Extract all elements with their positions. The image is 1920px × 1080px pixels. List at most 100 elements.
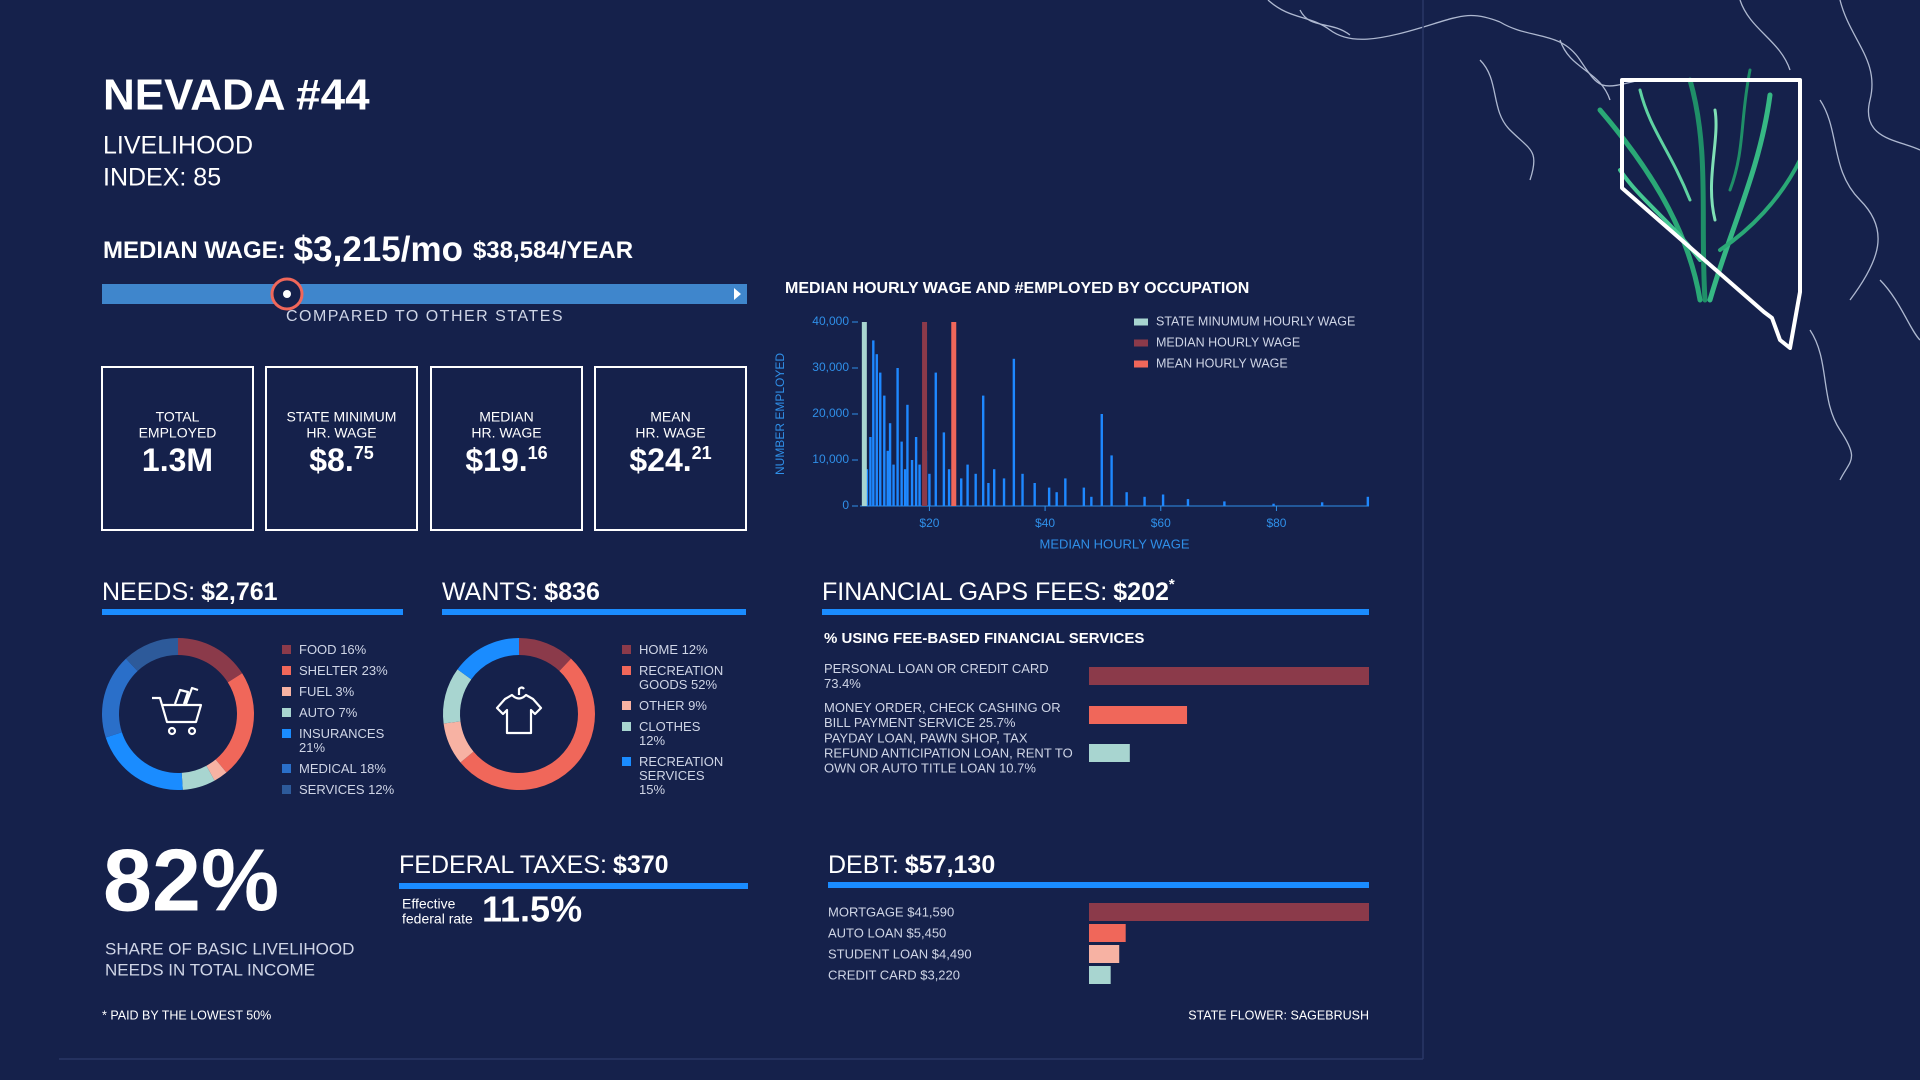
- bar: [1064, 478, 1067, 506]
- share-caption: NEEDS IN TOTAL INCOME: [105, 960, 315, 979]
- legend-value: 15%: [639, 782, 666, 797]
- stat-box: [265, 366, 418, 531]
- section-heading: DEBT: $57,130: [828, 851, 995, 879]
- donut-segment: [457, 638, 519, 680]
- heading-label: WANTS:: [442, 578, 538, 606]
- state-outline: [1620, 78, 1802, 350]
- rate-label: Effective: [402, 896, 456, 912]
- stat-value: 1.3M: [142, 442, 213, 478]
- section-heading: WANTS: $836: [442, 578, 600, 606]
- bar: [900, 441, 903, 506]
- stat-label: HR. WAGE: [635, 425, 705, 441]
- stat-label: HR. WAGE: [471, 425, 541, 441]
- bar-label: MORTGAGE $41,590: [828, 905, 1086, 920]
- wage-scale: [102, 284, 747, 304]
- legend-swatch: [282, 764, 291, 773]
- bar: [1272, 503, 1275, 506]
- legend-value: 52%: [691, 677, 718, 692]
- footnote: * PAID BY THE LOWEST 50%: [102, 1008, 271, 1022]
- x-tick-label: $20: [919, 516, 939, 530]
- legend-item: RECREATION GOODS 52%: [622, 664, 723, 692]
- reference-line: [922, 322, 928, 506]
- heading-underline: [442, 609, 746, 615]
- legend-item: CLOTHES 12%: [622, 720, 722, 748]
- x-axis-label: MEDIAN HOURLY WAGE: [1039, 536, 1189, 551]
- bar: [879, 372, 882, 506]
- legend-swatch: [1134, 339, 1148, 347]
- bar: [974, 473, 977, 506]
- heading-label: DEBT:: [828, 851, 899, 879]
- legend-item: FOOD 16%: [282, 643, 412, 657]
- legend-item: HOME 12%: [622, 643, 722, 657]
- bar: [960, 478, 963, 506]
- bar: [914, 437, 918, 506]
- legend-value: 9%: [688, 698, 707, 713]
- legend-category: HOME: [639, 642, 678, 657]
- donut-segment: [178, 638, 243, 683]
- cart-icon: [152, 686, 203, 736]
- y-tick-label: 10,000: [812, 452, 849, 466]
- x-tick-label: $40: [1035, 516, 1055, 530]
- bar: [1089, 924, 1126, 942]
- bar: [1223, 501, 1226, 506]
- legend-value: 12%: [639, 733, 666, 748]
- bar-category: PAYDAY LOAN, PAWN SHOP, TAX REFUND ANTIC…: [824, 730, 1073, 776]
- legend-item: AUTO 7%: [282, 706, 412, 720]
- y-tick-label: 20,000: [812, 406, 849, 420]
- bar: [1089, 706, 1188, 724]
- bar-category: STUDENT LOAN: [828, 946, 929, 962]
- legend-item: INSURANCES 21%: [282, 727, 412, 755]
- bar: [865, 469, 869, 506]
- bar: [1033, 483, 1036, 506]
- bar: [1186, 499, 1190, 506]
- bar: [947, 469, 951, 506]
- stat-value-main: 1.3M: [142, 442, 213, 478]
- section-heading: NEEDS: $2,761: [102, 578, 278, 606]
- bar-category: MONEY ORDER, CHECK CASHING OR BILL PAYME…: [824, 700, 1061, 730]
- legend-swatch: [622, 722, 631, 731]
- bar: [910, 460, 914, 506]
- legend-item: SERVICES 12%: [282, 783, 412, 797]
- legend-category: SERVICES: [299, 782, 365, 797]
- scale-caption: COMPARED TO OTHER STATES: [286, 308, 564, 325]
- heading-label: FINANCIAL GAPS FEES:: [822, 578, 1107, 606]
- y-axis-label: NUMBER EMPLOYED: [773, 353, 787, 475]
- legend-value: 7%: [338, 705, 358, 720]
- donut-segment: [102, 658, 138, 738]
- bar-value-label: $5,450: [906, 925, 947, 941]
- legend-item: MEDICAL 18%: [282, 762, 412, 776]
- stat-label: TOTAL: [156, 409, 200, 425]
- bar: [892, 464, 895, 506]
- stat-value-sup: 21: [692, 443, 712, 463]
- legend-swatch: [282, 729, 291, 738]
- donut-segment: [460, 658, 596, 791]
- reference-line: [861, 322, 867, 506]
- bar: [1110, 455, 1113, 506]
- shirt-icon: [495, 686, 543, 735]
- donut-segment: [519, 638, 572, 671]
- donut-segment: [105, 732, 183, 790]
- heading-value: $836: [544, 578, 600, 606]
- bar: [1089, 744, 1130, 762]
- legend-label: MEAN HOURLY WAGE: [1156, 356, 1288, 370]
- bar-category: AUTO LOAN: [828, 925, 903, 941]
- legend-swatch: [1134, 360, 1148, 368]
- bar-category: CREDIT CARD: [828, 967, 917, 983]
- stat-label: STATE MINIMUM: [287, 409, 397, 425]
- legend-category: SHELTER: [299, 663, 358, 678]
- bar: [1082, 487, 1086, 506]
- legend: FOOD 16% SHELTER 23% FUEL 3% AUTO 7% INSURAN…: [282, 643, 412, 804]
- bar: [1366, 496, 1370, 506]
- bar-label: AUTO LOAN $5,450: [828, 926, 1086, 941]
- bar-value-label: 73.4%: [824, 676, 861, 691]
- heading-value: $202: [1113, 578, 1169, 606]
- heading-value: $2,761: [201, 578, 278, 606]
- subtitle: LIVELIHOOD: [103, 132, 253, 160]
- bar: [918, 464, 921, 506]
- bar-label: PAYDAY LOAN, PAWN SHOP, TAX REFUND ANTIC…: [824, 731, 1082, 776]
- bar: [888, 423, 892, 506]
- scale-arrow: [734, 288, 741, 300]
- bar: [1089, 903, 1369, 921]
- median-wage-yearly: $38,584/YEAR: [473, 237, 633, 264]
- reference-line: [951, 322, 957, 506]
